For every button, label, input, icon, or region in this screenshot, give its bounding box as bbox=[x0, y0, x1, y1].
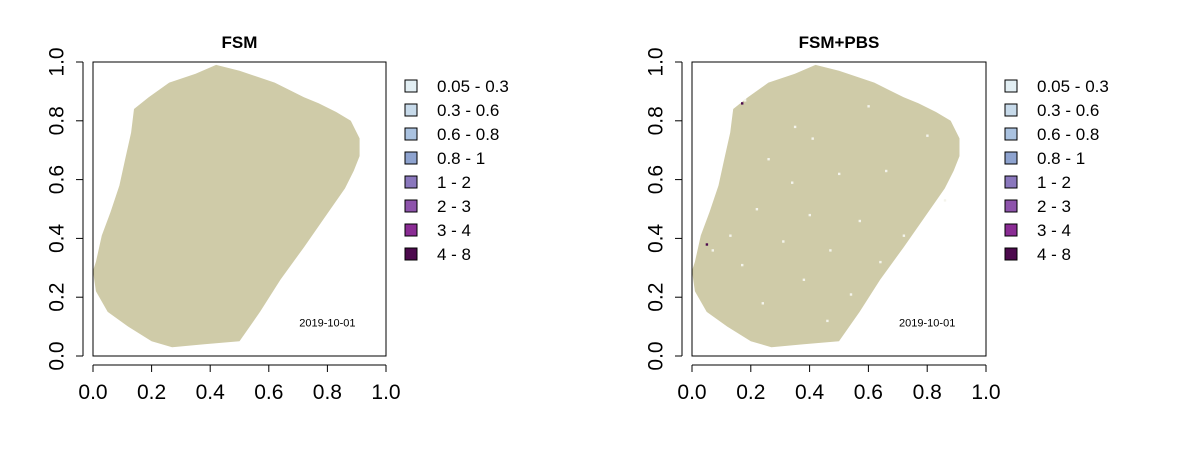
heatmap-cell bbox=[808, 213, 811, 217]
legend-swatch-4-8 bbox=[1004, 247, 1018, 261]
legend-swatch-0-3-0-6 bbox=[1004, 103, 1018, 117]
legend-swatch-3-4 bbox=[404, 223, 418, 237]
y-tick-label: 0.2 bbox=[46, 283, 69, 312]
y-tick-label: 1.0 bbox=[46, 47, 69, 76]
legend-label-2-3: 2 - 3 bbox=[1037, 197, 1071, 216]
legend-swatch-1-2 bbox=[1004, 175, 1018, 189]
heatmap-region bbox=[93, 64, 360, 348]
heatmap-cell bbox=[926, 134, 929, 137]
y-tick-label: 0.2 bbox=[645, 283, 668, 312]
x-tick-label: 0.4 bbox=[795, 381, 825, 404]
legend-swatch-2-3 bbox=[1004, 199, 1018, 213]
chart-panel-fsm-pbs: FSM+PBS 2019-10-01 0.0 0.2 0.4 0.6 0.8 1.0 0.0 0.… bbox=[645, 33, 1109, 404]
legend-label-3-4: 3 - 4 bbox=[437, 221, 471, 240]
heatmap-cell bbox=[838, 172, 841, 176]
heatmap-cell bbox=[849, 293, 853, 296]
plot-frame bbox=[92, 61, 387, 357]
legend: 0.05 - 0.3 0.3 - 0.6 0.6 - 0.8 0.8 - 1 1 - 2… bbox=[1004, 77, 1109, 264]
y-tick-label: 0.0 bbox=[46, 341, 69, 370]
plot-frame bbox=[691, 61, 987, 357]
date-annotation: 2019-10-01 bbox=[299, 318, 355, 330]
heatmap-cell bbox=[811, 137, 814, 140]
heatmap-cell bbox=[793, 125, 797, 129]
x-tick-label: 0.6 bbox=[254, 381, 283, 404]
heatmap-cell bbox=[791, 181, 794, 184]
legend-label-0-6-0-8: 0.6 - 0.8 bbox=[1037, 125, 1099, 144]
legend-label-0-3-0-6: 0.3 - 0.6 bbox=[437, 101, 499, 120]
legend-swatch-4-8 bbox=[404, 247, 418, 261]
x-tick-label: 1.0 bbox=[371, 381, 400, 404]
heatmap-cell bbox=[767, 158, 770, 161]
y-tick-label: 0.6 bbox=[645, 165, 668, 194]
legend-swatch-0-6-0-8 bbox=[1004, 127, 1018, 141]
heatmap-cell bbox=[743, 99, 747, 102]
heatmap-cell bbox=[705, 243, 709, 246]
x-tick-label: 0.4 bbox=[196, 381, 226, 404]
legend-label-0-6-0-8: 0.6 - 0.8 bbox=[437, 125, 499, 144]
y-tick-label: 0.8 bbox=[46, 106, 69, 135]
legend-label-0-05-0-3: 0.05 - 0.3 bbox=[437, 77, 509, 96]
heatmap-cell bbox=[879, 260, 882, 264]
heatmap-cell bbox=[782, 240, 785, 243]
x-tick-label: 1.0 bbox=[971, 381, 1000, 404]
y-tick-label: 1.0 bbox=[645, 47, 668, 76]
x-tick-label: 0.2 bbox=[736, 381, 765, 404]
x-tick-label: 0.0 bbox=[78, 381, 107, 404]
heatmap-cell bbox=[826, 319, 829, 323]
legend-label-0-8-1: 0.8 - 1 bbox=[437, 149, 485, 168]
heatmap-cell bbox=[741, 263, 744, 267]
y-tick-label: 0.4 bbox=[645, 223, 668, 253]
heatmap-cell bbox=[729, 234, 732, 237]
heatmap-cell bbox=[829, 249, 832, 252]
x-tick-label: 0.2 bbox=[137, 381, 166, 404]
x-tick-label: 0.0 bbox=[677, 381, 706, 404]
legend-swatch-0-6-0-8 bbox=[404, 127, 418, 141]
legend-swatch-0-3-0-6 bbox=[404, 103, 418, 117]
heatmap-cell bbox=[943, 199, 947, 202]
legend-label-0-05-0-3: 0.05 - 0.3 bbox=[1037, 77, 1109, 96]
legend-label-4-8: 4 - 8 bbox=[1037, 245, 1071, 264]
legend-swatch-3-4 bbox=[1004, 223, 1018, 237]
heatmap-cell bbox=[755, 208, 759, 211]
y-tick-label: 0.8 bbox=[645, 106, 668, 135]
chart-panel-fsm: FSM 2019-10-01 0.0 0.2 0.4 0.6 0.8 1.0 0.0 0.2 0.4… bbox=[46, 33, 509, 404]
heatmap-cell bbox=[711, 249, 714, 252]
x-tick-label: 0.8 bbox=[313, 381, 342, 404]
legend-label-1-2: 1 - 2 bbox=[1037, 173, 1071, 192]
heatmap-cell bbox=[902, 234, 906, 237]
y-tick-label: 0.4 bbox=[46, 223, 69, 253]
y-tick-label: 0.6 bbox=[46, 165, 69, 194]
date-annotation: 2019-10-01 bbox=[899, 318, 955, 330]
legend-swatch-0-8-1 bbox=[404, 151, 418, 165]
legend-swatch-0-8-1 bbox=[1004, 151, 1018, 165]
heatmap-cell bbox=[885, 169, 888, 173]
legend-label-1-2: 1 - 2 bbox=[437, 173, 471, 192]
heatmap-cell bbox=[858, 219, 861, 223]
legend-label-2-3: 2 - 3 bbox=[437, 197, 471, 216]
heatmap-cell bbox=[741, 102, 744, 105]
heatmap-region bbox=[692, 64, 960, 348]
chart-title: FSM bbox=[222, 33, 258, 52]
legend-label-4-8: 4 - 8 bbox=[437, 245, 471, 264]
x-tick-label: 0.8 bbox=[913, 381, 942, 404]
legend-swatch-0-05-0-3 bbox=[404, 79, 418, 93]
heatmap-cell bbox=[802, 278, 806, 281]
legend-swatch-1-2 bbox=[404, 175, 418, 189]
y-tick-label: 0.0 bbox=[645, 341, 668, 370]
legend-swatch-0-05-0-3 bbox=[1004, 79, 1018, 93]
legend-label-0-3-0-6: 0.3 - 0.6 bbox=[1037, 101, 1099, 120]
chart-title: FSM+PBS bbox=[799, 33, 880, 52]
x-tick-label: 0.6 bbox=[854, 381, 883, 404]
heatmap-cell bbox=[761, 302, 764, 305]
legend-label-3-4: 3 - 4 bbox=[1037, 221, 1071, 240]
legend: 0.05 - 0.3 0.3 - 0.6 0.6 - 0.8 0.8 - 1 1 - 2… bbox=[404, 77, 509, 264]
heatmap-cell bbox=[867, 105, 870, 108]
legend-swatch-2-3 bbox=[404, 199, 418, 213]
legend-label-0-8-1: 0.8 - 1 bbox=[1037, 149, 1085, 168]
